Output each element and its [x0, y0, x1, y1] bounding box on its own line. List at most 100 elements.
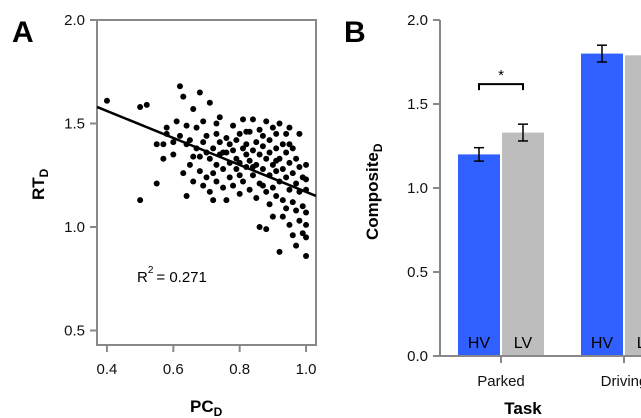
- scatter-point: [160, 141, 167, 148]
- scatter-point: [249, 116, 256, 123]
- scatter-point: [236, 172, 243, 179]
- scatter-point: [206, 99, 213, 106]
- scatter-point: [253, 139, 260, 146]
- scatter-point: [153, 141, 160, 148]
- scatter-point: [269, 184, 276, 191]
- scatter-point: [233, 166, 240, 173]
- scatter-point: [286, 159, 293, 166]
- scatter-point: [266, 149, 273, 156]
- r2-annotation: R2 = 0.271: [137, 265, 207, 286]
- scatter-x-ticks: 0.4 0.6 0.8 1.0: [97, 345, 317, 378]
- scatter-x-tick-label: 1.0: [296, 361, 317, 378]
- scatter-point: [273, 157, 280, 164]
- bar-y-tick-label: 0.0: [407, 348, 428, 365]
- scatter-point: [289, 232, 296, 239]
- scatter-point: [286, 186, 293, 193]
- bar: [502, 132, 544, 356]
- scatter-point: [233, 155, 240, 162]
- scatter-point: [226, 141, 233, 148]
- bar-series-label: LV: [637, 335, 641, 352]
- scatter-point: [283, 205, 290, 212]
- scatter-point: [160, 155, 167, 162]
- scatter-point: [263, 188, 270, 195]
- scatter-x-tick-label: 0.6: [163, 361, 184, 378]
- scatter-point: [246, 186, 253, 193]
- scatter-point: [273, 192, 280, 199]
- bar-y-tick-label: 2.0: [407, 12, 428, 29]
- bar: [581, 53, 623, 356]
- scatter-point: [206, 188, 213, 195]
- scatter-point: [259, 182, 266, 189]
- scatter-point: [276, 248, 283, 255]
- scatter-point: [200, 139, 207, 146]
- panel-b-letter: B: [344, 16, 366, 49]
- scatter-point: [143, 101, 150, 108]
- scatter-point: [263, 118, 270, 125]
- scatter-point: [180, 93, 187, 100]
- scatter-point: [273, 145, 280, 152]
- scatter-point: [296, 130, 303, 137]
- scatter-point: [210, 170, 217, 177]
- scatter-point: [256, 126, 263, 133]
- bar-y-axis-title: CompositeD: [363, 143, 385, 240]
- scatter-panel: 0.51.01.52.0 0.4 0.6 0.8 1.0 R2 = 0.271 PCD …: [29, 12, 317, 418]
- bar-x-ticks: Parked Driving: [477, 356, 641, 390]
- scatter-point: [153, 180, 160, 187]
- scatter-point: [196, 89, 203, 96]
- scatter-point: [299, 203, 306, 210]
- panel-a-letter: A: [12, 16, 34, 49]
- bar-y-tick-label: 1.0: [407, 180, 428, 197]
- scatter-point: [183, 122, 190, 129]
- scatter-point: [289, 170, 296, 177]
- bar: [625, 55, 641, 356]
- scatter-point: [196, 168, 203, 175]
- scatter-point: [303, 209, 310, 216]
- scatter-point: [279, 213, 286, 220]
- scatter-point: [203, 132, 210, 139]
- scatter-points: [103, 83, 310, 259]
- regression-line: [96, 105, 317, 198]
- scatter-point: [269, 161, 276, 168]
- scatter-point: [220, 184, 227, 191]
- scatter-point: [286, 221, 293, 228]
- scatter-point: [220, 166, 227, 173]
- scatter-point: [190, 153, 197, 160]
- scatter-point: [200, 182, 207, 189]
- scatter-point: [236, 190, 243, 197]
- bar-y-tick-label: 1.5: [407, 96, 428, 113]
- bar-panel: HV LV HV LV 0.0 0.5 1.0 1.5 2.0 Parked Driving *…: [363, 12, 641, 418]
- scatter-point: [249, 147, 256, 154]
- scatter-point: [230, 182, 237, 189]
- scatter-plot-frame: [96, 19, 317, 346]
- scatter-point: [186, 137, 193, 144]
- scatter-point: [223, 197, 230, 204]
- scatter-point: [273, 168, 280, 175]
- scatter-point: [299, 230, 306, 237]
- scatter-point: [230, 122, 237, 129]
- error-bars: [474, 44, 607, 162]
- scatter-y-tick-label: 0.5: [64, 323, 85, 340]
- bar-series-label: LV: [514, 335, 533, 352]
- scatter-point: [269, 124, 276, 131]
- scatter-point: [223, 134, 230, 141]
- scatter-y-tick-label: 1.5: [64, 116, 85, 133]
- scatter-point: [256, 224, 263, 231]
- scatter-point: [176, 132, 183, 139]
- scatter-point: [193, 124, 200, 131]
- scatter-point: [213, 161, 220, 168]
- scatter-point: [286, 141, 293, 148]
- scatter-point: [269, 213, 276, 220]
- scatter-point: [190, 178, 197, 185]
- scatter-y-tick-label: 2.0: [64, 12, 85, 29]
- scatter-point: [240, 145, 246, 152]
- scatter-point: [176, 83, 183, 90]
- scatter-point: [256, 151, 263, 158]
- bar-series-labels: HV LV HV LV: [468, 335, 641, 352]
- scatter-x-axis-title: PCD: [190, 397, 223, 418]
- scatter-point: [213, 178, 220, 185]
- scatter-point: [210, 197, 217, 204]
- scatter-y-tick-label: 1.0: [64, 219, 85, 236]
- scatter-point: [303, 221, 310, 228]
- scatter-point: [243, 151, 250, 158]
- scatter-point: [259, 132, 266, 139]
